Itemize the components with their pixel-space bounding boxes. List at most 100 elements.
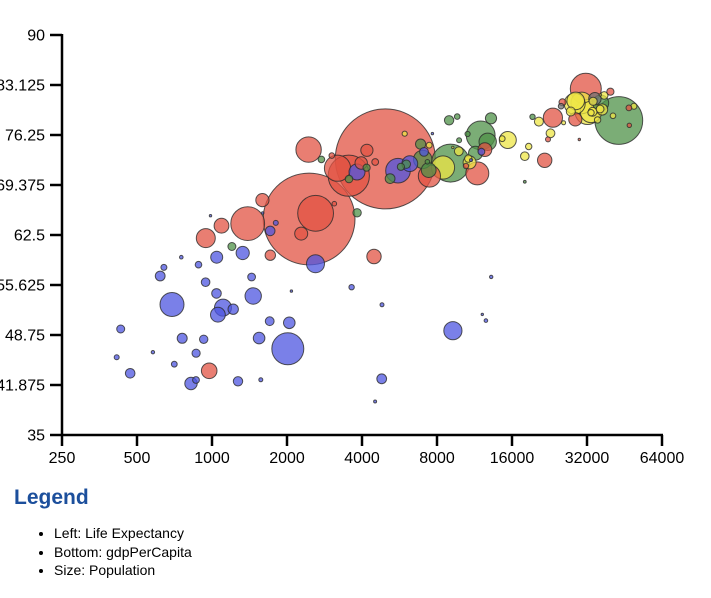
bubble-mauritius[interactable] <box>469 158 473 163</box>
bubble-croatia[interactable] <box>498 135 506 143</box>
bubble-paraguay[interactable] <box>362 163 371 172</box>
bubble-vietnam[interactable] <box>295 136 322 163</box>
bubble-hong-kong-china[interactable] <box>606 87 615 96</box>
bubble-bolivia[interactable] <box>352 208 362 218</box>
bubble-slovenia[interactable] <box>561 120 567 126</box>
bubble-somalia[interactable] <box>199 334 209 344</box>
bubble-singapore[interactable] <box>625 104 633 112</box>
bubble-syria[interactable] <box>360 143 374 157</box>
bubble-libya[interactable] <box>477 147 486 156</box>
bubble-gabon[interactable] <box>489 274 494 280</box>
bubble-oman[interactable] <box>545 136 551 143</box>
bubble-honduras[interactable] <box>344 174 354 184</box>
bubble-sierra-leone[interactable] <box>192 376 200 384</box>
bubble-namibia[interactable] <box>379 302 385 308</box>
bubble-yemen-rep-[interactable] <box>294 226 309 241</box>
bubble-uganda[interactable] <box>210 306 226 323</box>
bubble-mali[interactable] <box>211 288 222 299</box>
bubble-congo-rep-[interactable] <box>348 284 355 291</box>
bubble-afghanistan[interactable] <box>200 362 218 380</box>
bubble-rwanda[interactable] <box>191 348 201 358</box>
bubble-central-african-republic[interactable] <box>170 360 178 368</box>
bubble-nepal[interactable] <box>213 217 230 234</box>
bubble-greece[interactable] <box>565 106 576 117</box>
bubble-bahrain[interactable] <box>577 137 581 142</box>
bubble-puerto-rico[interactable] <box>529 113 536 121</box>
bubble-equatorial-guinea[interactable] <box>480 312 484 317</box>
bubble-reunion[interactable] <box>430 131 435 136</box>
bubble-denmark[interactable] <box>593 116 602 124</box>
bubble-burundi[interactable] <box>116 324 126 334</box>
bubble-trinidad-and-tobago[interactable] <box>522 179 527 184</box>
bubble-comoros[interactable] <box>208 214 213 218</box>
bubble-sudan[interactable] <box>306 254 325 274</box>
bubble-peru[interactable] <box>420 162 437 179</box>
bubble-ghana[interactable] <box>235 245 250 261</box>
bubble-new-zealand[interactable] <box>557 102 565 110</box>
bubble-malawi[interactable] <box>176 332 188 344</box>
bubble-lebanon[interactable] <box>462 162 470 170</box>
bubble-el-salvador[interactable] <box>396 162 405 171</box>
bubble-liberia[interactable] <box>113 354 120 361</box>
bubble-serbia[interactable] <box>453 146 464 157</box>
bubble-myanmar[interactable] <box>195 228 216 249</box>
bubble-spain[interactable] <box>566 91 586 111</box>
bubble-eritrea[interactable] <box>160 263 168 271</box>
bubble-mauritania[interactable] <box>272 219 279 226</box>
bubble-zimbabwe[interactable] <box>124 368 136 379</box>
bubble-togo[interactable] <box>194 260 203 269</box>
bubble-niger[interactable] <box>154 270 166 282</box>
bubble-czech-republic[interactable] <box>545 128 556 139</box>
bubble-angola[interactable] <box>376 373 388 385</box>
bubble-benin[interactable] <box>247 272 257 282</box>
bubble-iraq[interactable] <box>366 248 382 265</box>
bubble-kuwait[interactable] <box>626 122 632 129</box>
bubble-slovak-republic[interactable] <box>525 142 533 151</box>
bubble-uruguay[interactable] <box>464 130 471 138</box>
bubble-tunisia[interactable] <box>419 147 429 157</box>
bubble-korea-dem-rep-[interactable] <box>255 193 270 208</box>
bubble-senegal[interactable] <box>264 225 276 237</box>
bubble-chile[interactable] <box>484 112 498 125</box>
bubble-guinea[interactable] <box>200 277 211 288</box>
bubble-bangladesh[interactable] <box>230 206 266 242</box>
bubble-djibouti[interactable] <box>289 289 294 293</box>
bubble-madagascar[interactable] <box>210 250 224 264</box>
bubble-jordan[interactable] <box>371 158 380 166</box>
bubble-botswana[interactable] <box>483 318 489 323</box>
bubble-pakistan[interactable] <box>297 194 335 232</box>
bubble-ireland[interactable] <box>609 112 617 120</box>
bubble-finland[interactable] <box>587 109 595 117</box>
bubble-iceland[interactable] <box>598 93 602 97</box>
bubble-cote-d-ivoire[interactable] <box>252 331 266 345</box>
bubble-hungary[interactable] <box>520 151 530 161</box>
bubble-ethiopia[interactable] <box>159 292 185 317</box>
bubble-austria[interactable] <box>595 104 605 114</box>
bubble-panama[interactable] <box>456 137 463 144</box>
bubble-west-bank-and-gaza[interactable] <box>328 152 336 159</box>
bubble-portugal[interactable] <box>533 116 544 127</box>
bubble-montenegro[interactable] <box>451 145 455 150</box>
bubble-nigeria[interactable] <box>271 332 305 366</box>
bubble-chad[interactable] <box>264 316 275 327</box>
bubble-bosnia-and-herzegovina[interactable] <box>425 141 433 149</box>
bubble-sao-tome-and-principe[interactable] <box>261 211 265 215</box>
bubble-costa-rica[interactable] <box>453 113 461 120</box>
bubble-burkina-faso[interactable] <box>227 303 239 315</box>
bubble-sweden[interactable] <box>588 96 598 106</box>
bubble-lesotho[interactable] <box>258 377 264 383</box>
bubble-saudi-arabia[interactable] <box>537 152 553 169</box>
bubble-cambodia[interactable] <box>264 249 276 261</box>
bubble-jamaica[interactable] <box>424 159 431 165</box>
bubble-guatemala[interactable] <box>384 173 396 185</box>
bubble-korea-rep-[interactable] <box>542 107 564 128</box>
bubble-albania[interactable] <box>401 130 408 137</box>
bubble-kenya[interactable] <box>244 287 262 305</box>
bubble-south-africa[interactable] <box>443 321 463 341</box>
bubble-gambia[interactable] <box>179 254 184 260</box>
bubble-zambia[interactable] <box>232 376 244 387</box>
bubble-cameroon[interactable] <box>283 316 296 330</box>
bubble-guinea-bissau[interactable] <box>150 350 156 355</box>
bubble-cuba[interactable] <box>443 115 455 126</box>
bubble-haiti[interactable] <box>227 242 237 251</box>
